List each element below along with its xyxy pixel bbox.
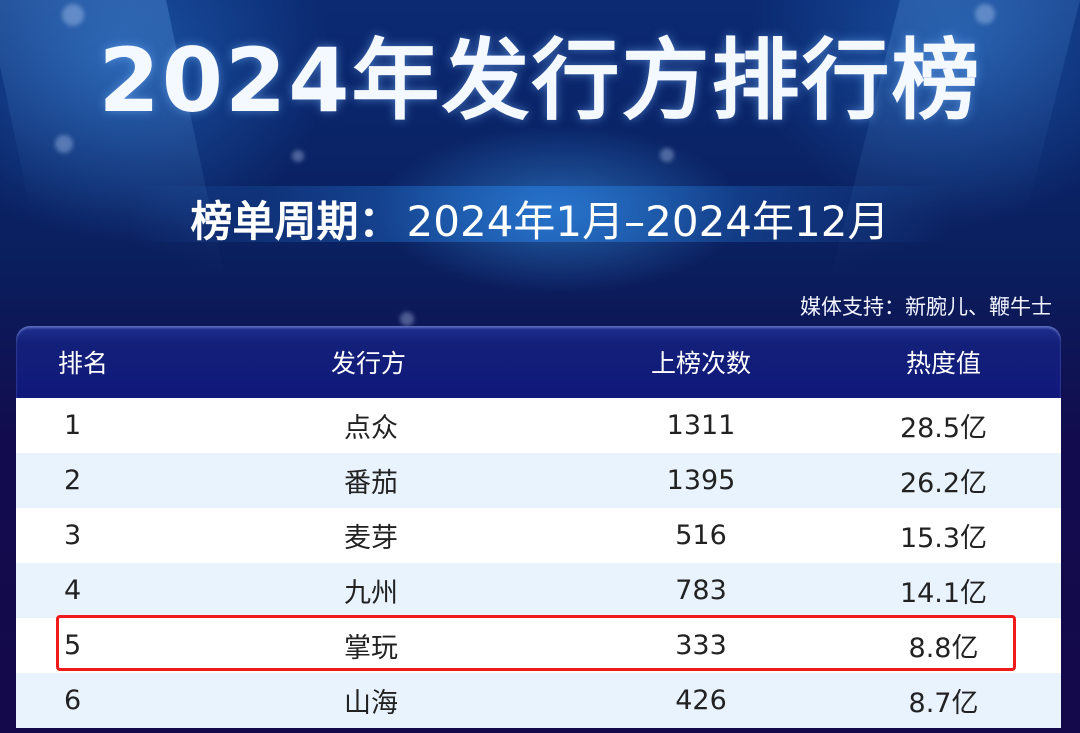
table-row: 3 麦芽 516 15.3亿 — [16, 508, 1061, 563]
cell-count: 783 — [675, 575, 727, 606]
table-row: 2 番茄 1395 26.2亿 — [16, 453, 1061, 508]
cell-heat: 14.1亿 — [899, 578, 988, 609]
cell-rank: 3 — [64, 520, 82, 551]
cell-publisher: 掌玩 — [344, 633, 398, 664]
bokeh-light — [400, 312, 414, 326]
cell-rank: 6 — [64, 685, 82, 716]
bokeh-light — [55, 135, 73, 153]
cell-heat: 8.7亿 — [908, 688, 979, 719]
cell-count: 516 — [675, 520, 727, 551]
period-range: 2024年1月–2024年12月 — [406, 197, 890, 246]
table-row: 1 点众 1311 28.5亿 — [16, 398, 1061, 453]
cell-heat: 15.3亿 — [899, 523, 988, 554]
cell-publisher: 番茄 — [344, 468, 398, 499]
cell-rank: 5 — [64, 630, 82, 661]
media-support: 媒体支持：新腕儿、鞭牛士 — [800, 295, 1052, 319]
cell-count: 333 — [675, 630, 727, 661]
page-title: 2024年发行方排行榜 — [98, 29, 982, 132]
period-highlight-bar — [130, 186, 950, 242]
cell-publisher: 九州 — [344, 578, 398, 609]
cell-publisher: 麦芽 — [344, 523, 398, 554]
cell-rank: 1 — [64, 410, 82, 441]
cell-publisher: 点众 — [344, 413, 398, 444]
cell-publisher: 山海 — [344, 688, 398, 719]
period-label: 榜单周期： — [190, 197, 401, 246]
cell-heat: 26.2亿 — [899, 468, 988, 499]
column-header-publisher: 发行方 — [331, 349, 407, 378]
table-header: 排名 发行方 上榜次数 热度值 — [16, 326, 1061, 398]
cell-count: 1395 — [666, 465, 736, 496]
cell-rank: 4 — [64, 575, 82, 606]
bokeh-light — [660, 148, 674, 162]
table-row: 6 山海 426 8.7亿 — [16, 673, 1061, 728]
cell-count: 1311 — [666, 410, 736, 441]
column-header-rank: 排名 — [58, 349, 109, 378]
bokeh-light — [62, 4, 84, 26]
bokeh-light — [975, 4, 995, 24]
bokeh-light — [292, 150, 304, 162]
ranking-table: 排名 发行方 上榜次数 热度值 1 点众 1311 28.5亿 2 番茄 139… — [16, 326, 1061, 728]
cell-heat: 8.8亿 — [908, 633, 979, 664]
period-line: 榜单周期： 2024年1月–2024年12月 — [0, 188, 1080, 249]
table-row-highlighted: 5 掌玩 333 8.8亿 — [16, 618, 1061, 673]
cell-count: 426 — [675, 685, 727, 716]
column-header-heat: 热度值 — [905, 349, 981, 378]
column-header-count: 上榜次数 — [650, 349, 751, 378]
cell-rank: 2 — [64, 465, 82, 496]
table-row: 4 九州 783 14.1亿 — [16, 563, 1061, 618]
cell-heat: 28.5亿 — [899, 413, 988, 444]
